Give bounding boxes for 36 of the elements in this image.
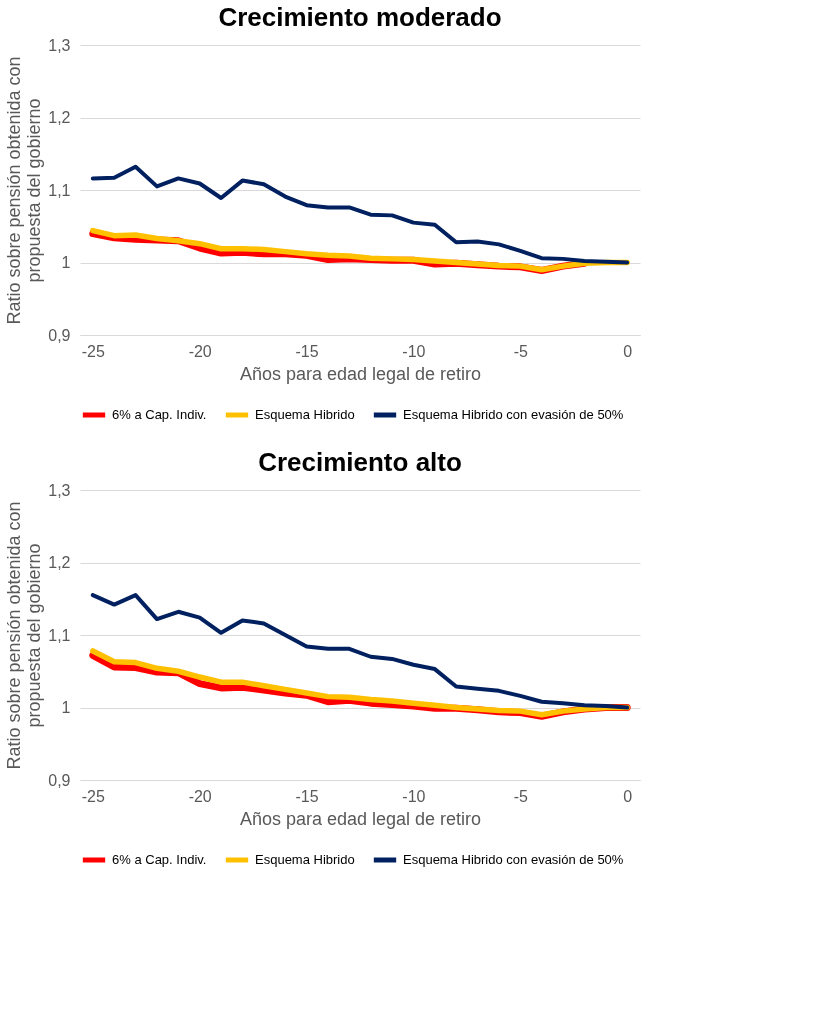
x-tick-label: -15 xyxy=(295,342,319,360)
y-tick-label: 1,3 xyxy=(48,481,71,499)
x-tick-label: -5 xyxy=(513,787,529,805)
legend-label: 6% a Cap. Indiv. xyxy=(112,407,207,422)
y-tick-label: 1,2 xyxy=(48,109,71,126)
x-tick-label: -25 xyxy=(81,342,105,360)
y-tick-label: 1 xyxy=(61,254,71,271)
y-tick-label: 0,9 xyxy=(48,326,71,344)
x-tick-label: -5 xyxy=(513,342,529,360)
x-tick-label: -20 xyxy=(188,787,212,805)
legend-label: 6% a Cap. Indiv. xyxy=(112,852,207,867)
y-tick-label: 1 xyxy=(61,699,71,716)
y-tick-label: 0,9 xyxy=(48,771,71,789)
x-tick-label: -15 xyxy=(295,787,319,805)
x-tick-label: 0 xyxy=(623,787,633,805)
x-tick-label: -25 xyxy=(81,787,105,805)
y-tick-label: 1,1 xyxy=(48,626,71,644)
x-tick-label: 0 xyxy=(623,342,633,360)
x-axis-title: Años para edad legal de retiro xyxy=(239,808,482,829)
legend-label: Esquema Hibrido con evasión de 50% xyxy=(403,852,624,867)
y-tick-label: 1,3 xyxy=(48,36,71,54)
x-tick-label: -20 xyxy=(188,342,212,360)
x-tick-label: -10 xyxy=(402,342,426,360)
legend-label: Esquema Hibrido xyxy=(255,852,355,867)
line-series xyxy=(90,164,630,265)
x-axis-title: Años para edad legal de retiro xyxy=(239,363,482,384)
y-tick-label: 1,2 xyxy=(48,554,71,571)
y-axis-title: Ratio sobre pensión obtenida con propuesta del gobierno xyxy=(4,501,45,770)
legend-label: Esquema Hibrido con evasión de 50% xyxy=(403,407,624,422)
y-axis-title: Ratio sobre pensión obtenida con propuesta del gobierno xyxy=(4,56,45,325)
y-tick-label: 1,1 xyxy=(48,181,71,199)
chart-title: Crecimiento alto xyxy=(258,447,462,477)
chart-title: Crecimiento moderado xyxy=(218,2,502,32)
line-series xyxy=(90,593,630,710)
legend-label: Esquema Hibrido xyxy=(255,407,355,422)
x-tick-label: -10 xyxy=(402,787,426,805)
